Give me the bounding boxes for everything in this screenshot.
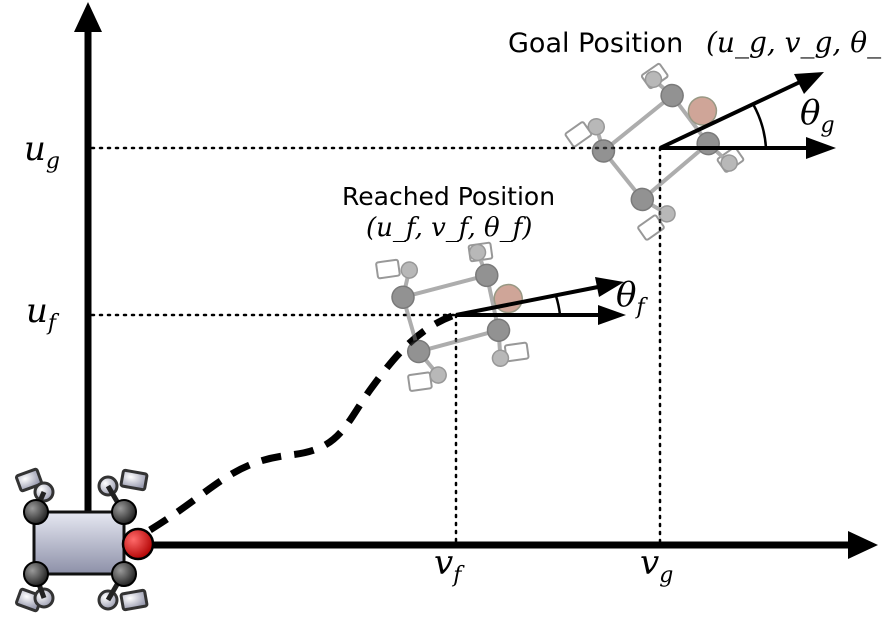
angle-theta-g: θg [800,93,835,138]
x-axis-arrowhead [848,531,878,559]
y-tick-uf: uf [26,291,60,336]
reached-position-tuple: (u_f, v_f, θ_f) [366,213,532,243]
axes [74,2,878,559]
x-tick-vg: vg [640,543,673,588]
y-axis-arrowhead [74,2,102,32]
x-tick-vf: vf [434,543,465,588]
reached-heading [455,277,626,325]
reached-position-title: Reached Position [342,182,555,211]
reached-heading-arrow [455,285,599,317]
trajectory-path [148,312,454,533]
goal-position-tuple: (u_g, v_g, θ_g) [706,26,882,59]
start-robot-front-marker [121,527,155,561]
goal-robot-ghost [564,62,745,241]
start-robot-body [32,510,126,576]
goal-angle-arc [751,103,768,149]
goal-heading [659,72,836,159]
angle-theta-f: θf [616,275,648,320]
goal-position-title: Goal Position [508,28,683,59]
reached-angle-arc [554,295,562,316]
goal-heading-arrow [659,80,801,150]
y-tick-ug: ug [24,129,60,174]
start-robot [14,467,155,613]
